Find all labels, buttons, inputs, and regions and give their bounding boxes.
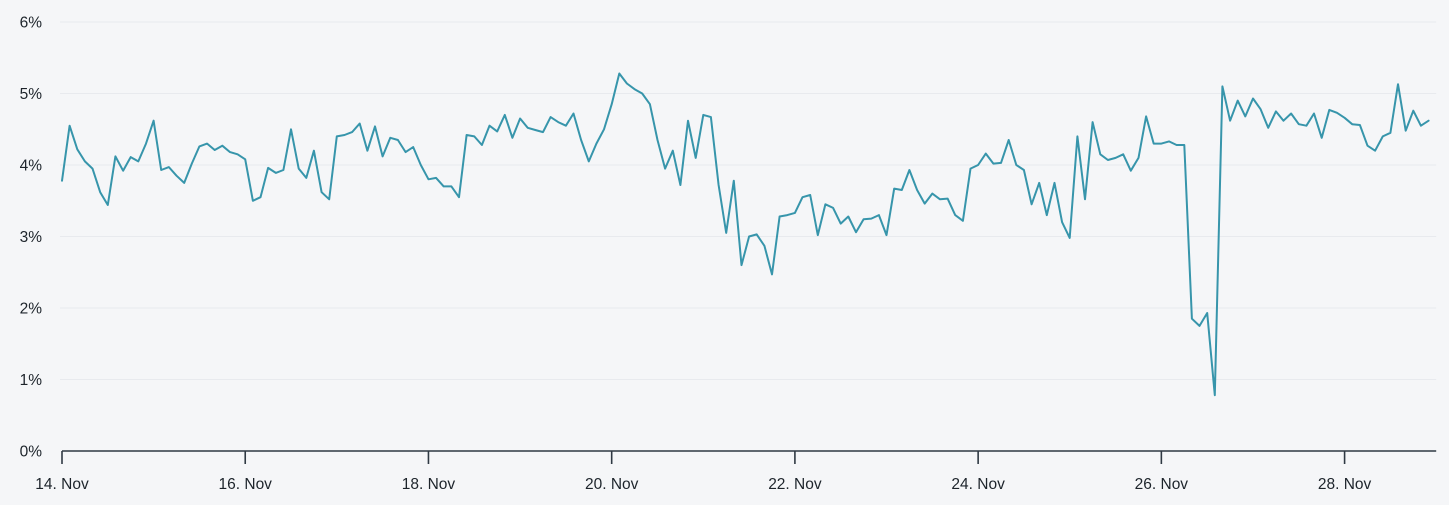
y-axis-label: 3% [20, 229, 43, 246]
x-axis-label: 28. Nov [1318, 476, 1372, 493]
x-axis [61, 450, 1437, 464]
series-line [61, 72, 1430, 397]
y-axis-label: 6% [20, 15, 43, 32]
y-axis-labels: 0% 1% 2% 3% 4% 5% 6% [20, 15, 43, 461]
x-axis-label: 16. Nov [219, 476, 273, 493]
x-axis-label: 26. Nov [1135, 476, 1189, 493]
x-axis-label: 18. Nov [402, 476, 456, 493]
x-axis-label: 14. Nov [35, 476, 89, 493]
x-axis-label: 22. Nov [768, 476, 822, 493]
y-axis-label: 4% [20, 158, 43, 175]
x-axis-labels: 14. Nov 16. Nov 18. Nov 20. Nov 22. Nov 24. N… [35, 476, 1371, 493]
y-axis-label: 2% [20, 301, 43, 318]
plot-area-hover-region[interactable] [62, 15, 1436, 451]
x-axis-label: 24. Nov [951, 476, 1005, 493]
y-axis-label: 1% [20, 372, 43, 389]
x-axis-label: 20. Nov [585, 476, 639, 493]
y-axis-label: 5% [20, 86, 43, 103]
y-axis-label: 0% [20, 444, 43, 461]
